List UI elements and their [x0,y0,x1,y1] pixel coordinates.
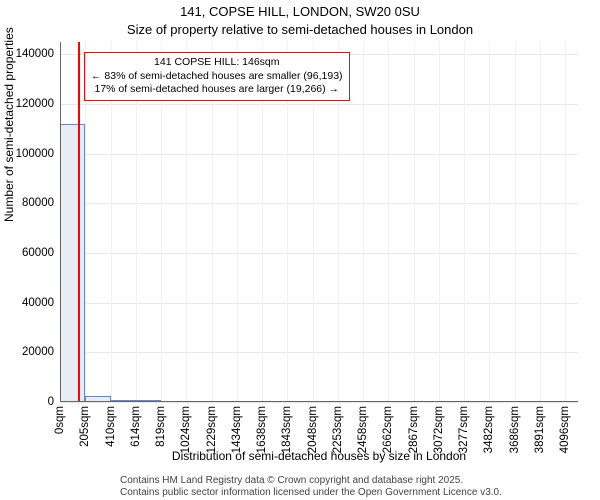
x-tick-label: 1024sqm [180,406,192,453]
x-tick-label: 1229sqm [206,406,218,453]
reference-line [78,42,80,402]
x-tick-label: 2662sqm [382,406,394,453]
x-tick-label: 3482sqm [483,406,495,453]
gridline-h [60,402,578,403]
gridline-v [439,42,440,402]
x-tick-label: 1638sqm [256,406,268,453]
y-tick-label: 140000 [16,48,54,60]
gridline-h [60,253,578,254]
x-tick-label: 3072sqm [433,406,445,453]
gridline-h [60,154,578,155]
chart-title: 141, COPSE HILL, LONDON, SW20 0SU [0,4,600,19]
y-tick-label: 100000 [16,148,54,160]
y-tick-label: 60000 [22,247,54,259]
credit-line-1: Contains HM Land Registry data © Crown c… [120,475,463,486]
plot-area: 141 COPSE HILL: 146sqm ← 83% of semi-det… [60,42,578,402]
credit-line-2: Contains public sector information licen… [120,487,502,498]
callout-line-3: 17% of semi-detached houses are larger (… [91,83,343,97]
x-tick-label: 3277sqm [458,406,470,453]
gridline-h [60,352,578,353]
y-axis-line [60,42,61,402]
x-tick-label: 0sqm [54,406,66,434]
gridline-v [489,42,490,402]
gridline-v [363,42,364,402]
y-tick-label: 40000 [22,297,54,309]
x-axis-line [60,401,578,402]
callout-box: 141 COPSE HILL: 146sqm ← 83% of semi-det… [84,52,350,101]
x-tick-label: 2253sqm [332,406,344,453]
y-axis-label: Number of semi-detached properties [2,27,16,222]
y-tick-label: 120000 [16,98,54,110]
gridline-v [464,42,465,402]
gridline-h [60,203,578,204]
gridline-h [60,303,578,304]
x-tick-label: 819sqm [155,406,167,447]
x-tick-label: 3891sqm [534,406,546,453]
gridline-v [414,42,415,402]
x-tick-label: 4096sqm [559,406,571,453]
y-tick-label: 80000 [22,197,54,209]
callout-line-1: 141 COPSE HILL: 146sqm [91,56,343,70]
x-tick-label: 205sqm [79,406,91,447]
x-tick-label: 2458sqm [357,406,369,453]
gridline-h [60,104,578,105]
y-tick-label: 20000 [22,346,54,358]
property-size-chart: 141, COPSE HILL, LONDON, SW20 0SU Size o… [0,0,600,500]
chart-subtitle: Size of property relative to semi-detach… [0,22,600,37]
x-tick-label: 2048sqm [307,406,319,453]
x-tick-label: 3686sqm [509,406,521,453]
x-tick-label: 2867sqm [408,406,420,453]
x-tick-label: 1843sqm [281,406,293,453]
x-tick-label: 614sqm [130,406,142,447]
callout-line-2: ← 83% of semi-detached houses are smalle… [91,70,343,84]
x-axis-label: Distribution of semi-detached houses by … [60,449,578,463]
gridline-v [540,42,541,402]
x-tick-label: 1434sqm [231,406,243,453]
histogram-bar [60,124,85,402]
gridline-v [388,42,389,402]
gridline-v [515,42,516,402]
x-tick-label: 410sqm [105,406,117,447]
gridline-v [565,42,566,402]
